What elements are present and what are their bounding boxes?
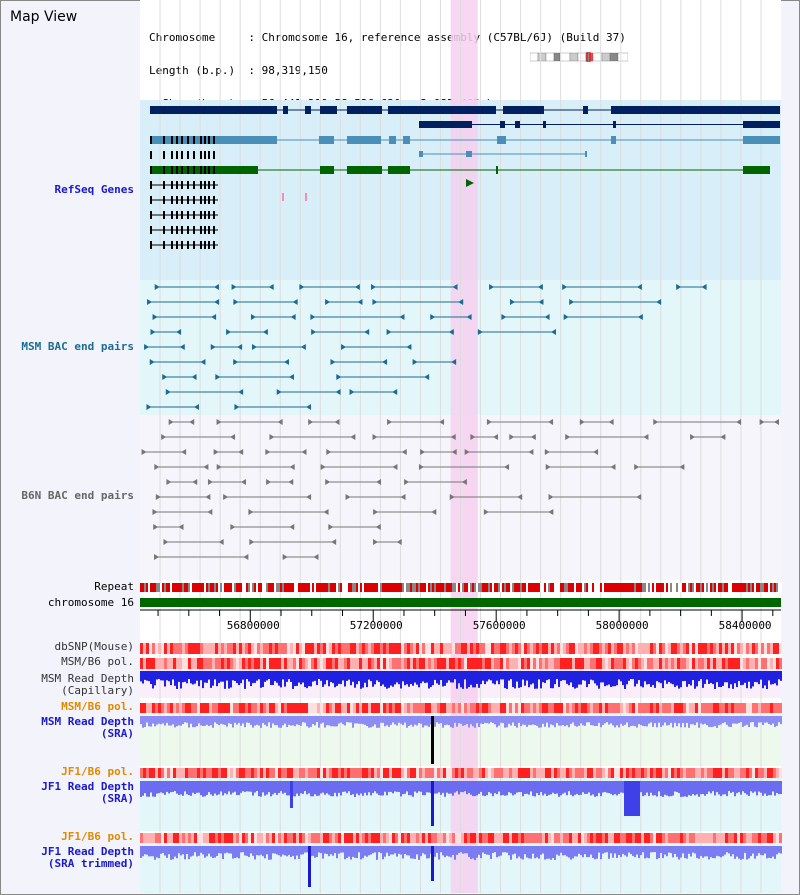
map-view-title: Map View bbox=[10, 9, 78, 25]
ideogram-band bbox=[553, 52, 561, 62]
track-label-dbsnp: dbSNP(Mouse) bbox=[54, 640, 134, 653]
ideogram-band bbox=[601, 52, 611, 62]
track-label-msm-depth-sra: MSM Read Depth (SRA) bbox=[41, 715, 134, 740]
track-label-msm-bac[interactable]: MSM BAC end pairs bbox=[21, 340, 134, 353]
show-line: Show (b.p.) : 56,441,219-58,526,620 : 2,… bbox=[149, 97, 501, 110]
chromosome-line: Chromosome : Chromosome 16, reference as… bbox=[149, 31, 626, 44]
ideogram-band bbox=[577, 52, 587, 62]
track-label-repeat: Repeat bbox=[94, 580, 134, 593]
ideogram-position-marker bbox=[586, 52, 591, 62]
ideogram-band bbox=[617, 52, 628, 62]
track-label-jf1-depth-trimmed: JF1 Read Depth (SRA trimmed) bbox=[41, 845, 134, 870]
track-label-msm-b6-pol: MSM/B6 pol. bbox=[61, 655, 134, 668]
length-line: Length (b.p.) : 98,319,150 bbox=[149, 64, 328, 77]
chromosome-ideogram[interactable] bbox=[530, 52, 628, 62]
track-label-chromosome: chromosome 16 bbox=[47, 596, 134, 609]
ideogram-band bbox=[537, 52, 547, 62]
ideogram-band bbox=[609, 52, 619, 62]
track-label-msm-b6-pol-2: MSM/B6 pol. bbox=[61, 700, 134, 713]
ideogram-band bbox=[592, 52, 603, 62]
track-label-msm-depth-capillary: MSM Read Depth (Capillary) bbox=[41, 672, 134, 697]
ideogram-band bbox=[545, 52, 555, 62]
track-label-jf1-b6-pol-2: JF1/B6 pol. bbox=[61, 830, 134, 843]
track-label-jf1-depth-sra: JF1 Read Depth (SRA) bbox=[41, 780, 134, 805]
ideogram-band bbox=[530, 52, 539, 62]
ideogram-band bbox=[559, 52, 571, 62]
coverage-span-line: Read coverage check span : 10,000 bbox=[149, 130, 368, 143]
track-label-b6n-bac[interactable]: B6N BAC end pairs bbox=[21, 489, 134, 502]
track-label-jf1-b6-pol: JF1/B6 pol. bbox=[61, 765, 134, 778]
header-info: Chromosome : Chromosome 16, reference as… bbox=[149, 10, 626, 153]
track-label-refseq[interactable]: RefSeq Genes bbox=[54, 183, 134, 196]
ideogram-band bbox=[569, 52, 579, 62]
